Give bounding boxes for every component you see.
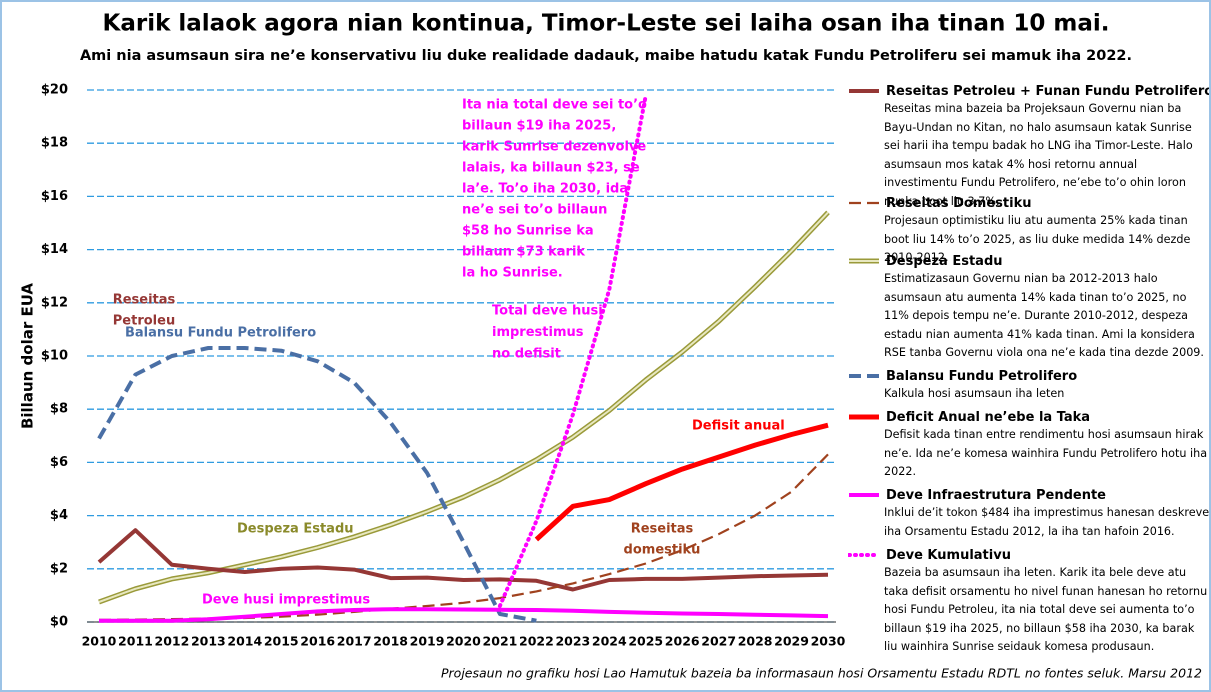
legend-swatch	[849, 258, 879, 264]
x-tick-label: 2015	[264, 634, 299, 649]
annotation: ne’e sei to’o billaun	[462, 203, 607, 218]
series-line	[99, 607, 829, 623]
legend-item: Reseitas Petroleu + Funan Fundu Petrolif…	[848, 82, 1211, 212]
annotation: Ita nia total deve sei to’o	[462, 98, 647, 113]
x-tick-label: 2025	[628, 634, 663, 649]
annotation: billaun $73 karik	[462, 245, 585, 260]
legend-row: Deficit Anual ne’ebe la Taka	[848, 408, 1209, 426]
legend-label: Balansu Fundu Petrolifero	[886, 368, 1078, 384]
legend-description: Bazeia ba asumsaun iha leten. Karik ita …	[884, 566, 1208, 654]
legend-label: Deve Infraestrutura Pendente	[886, 487, 1106, 503]
annotation: Reseitas	[631, 522, 694, 537]
annotation: Defisit anual	[692, 419, 785, 434]
legend-description: Defisit kada tinan entre rendimentu hosi…	[884, 428, 1208, 479]
legend-row: Reseitas Petroleu + Funan Fundu Petrolif…	[848, 82, 1211, 100]
x-tick-label: 2023	[555, 634, 590, 649]
legend-swatch	[849, 374, 879, 378]
series-line	[98, 453, 829, 621]
y-tick-label: $4	[50, 508, 68, 523]
legend-item: Deve Kumulativu Bazeia ba asumsaun iha le…	[848, 546, 1209, 657]
legend-row: Deve Kumulativu	[848, 546, 1209, 564]
x-tick-label: 2028	[738, 634, 773, 649]
legend-row: Deve Infraestrutura Pendente	[848, 486, 1209, 504]
series-line	[497, 93, 648, 608]
legend-description: Inklui de’it tokon $484 iha imprestimus …	[884, 506, 1210, 538]
legend-item: Despeza Estadu Estimatizasaun Governu nia…	[848, 252, 1209, 363]
legend-item: Deficit Anual ne’ebe la Taka Defisit kada…	[848, 408, 1209, 482]
annotation: Despeza Estadu	[237, 522, 354, 537]
legend-label: Deve Kumulativu	[886, 547, 1011, 563]
annotation: imprestimus	[492, 325, 584, 340]
chart-subtitle: Ami nia asumsaun sira ne’e konservativu …	[80, 48, 1132, 64]
annotation: Petroleu	[113, 314, 175, 329]
legend-row: Balansu Fundu Petrolifero	[848, 367, 1209, 385]
x-tick-label: 2013	[191, 634, 226, 649]
legend-item: Balansu Fundu Petrolifero Kalkula hosi as…	[848, 367, 1209, 404]
annotation: $58 ho Sunrise ka	[462, 224, 594, 239]
legend-label: Reseitas Petroleu + Funan Fundu Petrolif…	[886, 83, 1211, 99]
series-line	[97, 528, 829, 592]
legend-swatch	[849, 89, 879, 93]
x-tick-label: 2010	[82, 634, 117, 649]
x-tick-label: 2024	[592, 634, 627, 649]
y-tick-label: $8	[50, 402, 68, 417]
annotation: karik Sunrise dezenvolve	[462, 140, 646, 155]
x-tick-label: 2014	[227, 634, 262, 649]
annotation: billaun $19 iha 2025,	[462, 119, 616, 134]
legend-description: Kalkula hosi asumsaun iha leten	[884, 387, 1065, 400]
x-tick-label: 2021	[483, 634, 518, 649]
footnote: Projesaun no grafiku hosi Lao Hamutuk ba…	[441, 666, 1202, 681]
x-tick-label: 2022	[519, 634, 554, 649]
y-tick-label: $10	[41, 349, 68, 364]
annotation: no defisit	[492, 347, 561, 362]
series-line	[534, 422, 829, 542]
y-axis-label: Billaun dolar EUA	[19, 283, 37, 429]
x-tick-label: 2016	[300, 634, 335, 649]
x-tick-label: 2020	[446, 634, 481, 649]
x-tick-label: 2012	[155, 634, 190, 649]
series-line	[97, 346, 537, 623]
y-tick-label: $0	[50, 615, 68, 630]
legend-swatch	[849, 414, 879, 420]
legend-item: Deve Infraestrutura Pendente Inklui de’it…	[848, 486, 1210, 541]
legend-swatch	[849, 201, 879, 205]
legend-label: Despeza Estadu	[886, 253, 1003, 269]
annotation: Deve husi imprestimus	[202, 593, 370, 608]
legend-label: Reseitas Domestiku	[886, 195, 1032, 211]
legend-row: Despeza Estadu	[848, 252, 1209, 270]
annotation: Balansu Fundu Petrolifero	[125, 326, 316, 341]
legend-swatch	[848, 553, 880, 557]
legend-description: Estimatizasaun Governu nian ba 2012-2013…	[884, 272, 1204, 360]
x-tick-label: 2029	[774, 634, 809, 649]
legend-item: Reseitas Domestiku Projesaun optimistiku …	[848, 194, 1209, 268]
x-tick-label: 2026	[665, 634, 700, 649]
x-tick-label: 2017	[337, 634, 372, 649]
y-tick-label: $14	[41, 242, 68, 257]
y-tick-label: $18	[41, 136, 68, 151]
y-tick-label: $6	[50, 455, 68, 470]
annotation: Reseitas	[113, 293, 176, 308]
x-tick-label: 2018	[373, 634, 408, 649]
annotation: Total deve husi	[492, 304, 603, 319]
x-tick-label: 2030	[811, 634, 846, 649]
annotation: lalais, ka billaun $23, se	[462, 161, 640, 176]
legend-row: Reseitas Domestiku	[848, 194, 1209, 212]
legend-swatch	[849, 493, 879, 497]
legend-label: Deficit Anual ne’ebe la Taka	[886, 409, 1091, 425]
annotation: la’e. To’o iha 2030, ida	[462, 182, 628, 197]
x-tick-label: 2019	[410, 634, 445, 649]
x-tick-label: 2011	[118, 634, 153, 649]
chart-title: Karik lalaok agora nian kontinua, Timor-…	[103, 11, 1110, 37]
y-tick-label: $20	[41, 83, 68, 98]
x-tick-label: 2027	[701, 634, 736, 649]
annotation: domestiku	[624, 543, 701, 558]
legend-description: Projesaun optimistiku liu atu aumenta 25…	[884, 214, 1191, 265]
legend-description: Reseitas mina bazeia ba Projeksaun Gover…	[884, 102, 1193, 208]
y-tick-label: $2	[50, 561, 68, 576]
y-tick-label: $12	[41, 295, 68, 310]
y-tick-label: $16	[41, 189, 68, 204]
annotation: la ho Sunrise.	[462, 266, 563, 281]
